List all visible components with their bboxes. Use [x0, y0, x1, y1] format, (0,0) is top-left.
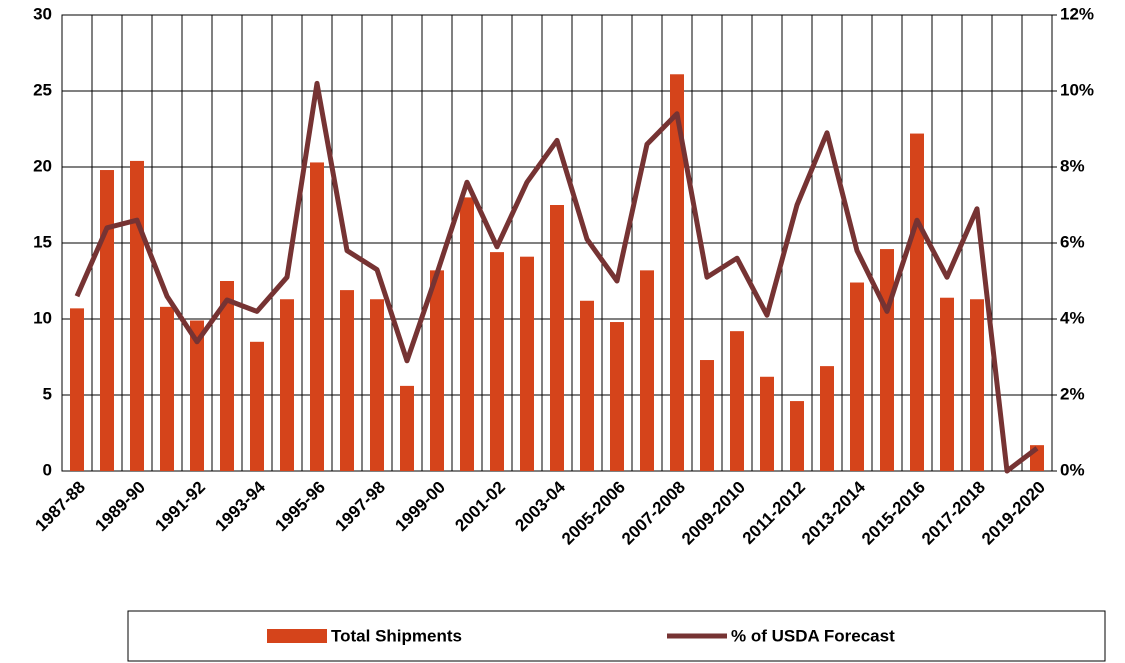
y-tick-label: 0	[43, 460, 52, 479]
y-tick-label: 20	[33, 156, 52, 175]
bar	[190, 320, 204, 471]
bar	[670, 74, 684, 471]
bar	[850, 282, 864, 471]
y2-tick-label: 6%	[1060, 232, 1085, 251]
bar	[100, 170, 114, 472]
bar	[970, 299, 984, 471]
x-tick-label: 1999-00	[391, 478, 449, 536]
y-tick-label: 10	[33, 308, 52, 327]
x-tick-label: 2005-2006	[558, 478, 629, 549]
x-tick-label: 2015-2016	[858, 478, 929, 549]
y-tick-label: 5	[43, 384, 52, 403]
y-tick-label: 25	[33, 80, 52, 99]
bar	[820, 366, 834, 471]
bar	[160, 306, 174, 471]
y2-tick-label: 0%	[1060, 460, 1085, 479]
bar	[430, 270, 444, 471]
x-tick-label: 2011-2012	[739, 478, 809, 548]
bar	[400, 385, 414, 471]
x-tick-label: 2013-2014	[798, 477, 869, 548]
bar	[730, 331, 744, 471]
x-tick-label: 2009-2010	[678, 478, 749, 549]
x-tick-label: 1989-90	[91, 478, 149, 536]
x-tick-label: 1987-88	[31, 478, 89, 536]
x-tick-label: 1993-94	[211, 477, 269, 535]
y-tick-label: 30	[33, 4, 52, 23]
x-tick-label: 1997-98	[331, 478, 389, 536]
bar	[580, 300, 594, 471]
bar	[760, 376, 774, 471]
bar	[790, 401, 804, 471]
line	[74, 80, 1039, 474]
bar	[370, 299, 384, 471]
x-tick-label: 2019-2020	[978, 478, 1049, 549]
bar	[640, 270, 654, 471]
y2-tick-label: 12%	[1060, 4, 1094, 23]
bar	[70, 308, 84, 471]
y2-tick-label: 8%	[1060, 156, 1085, 175]
bar	[250, 341, 264, 471]
x-tick-label: 2003-04	[511, 477, 569, 535]
legend-label: Total Shipments	[331, 626, 462, 645]
bar	[310, 162, 324, 471]
bar	[700, 360, 714, 471]
bar	[460, 197, 474, 471]
x-tick-label: 1995-96	[271, 478, 329, 536]
bar	[280, 299, 294, 471]
y2-tick-label: 4%	[1060, 308, 1085, 327]
y-tick-label: 15	[33, 232, 52, 251]
x-tick-label: 2007-2008	[618, 478, 689, 549]
bar	[220, 281, 234, 471]
bar	[550, 205, 564, 471]
x-tick-label: 2017-2018	[918, 478, 989, 549]
y2-tick-label: 2%	[1060, 384, 1085, 403]
bar	[490, 252, 504, 471]
legend-swatch	[267, 629, 327, 643]
bar	[520, 256, 534, 471]
bar	[610, 322, 624, 471]
x-tick-label: 1991-92	[151, 478, 209, 536]
legend-label: % of USDA Forecast	[731, 626, 895, 645]
bar	[940, 297, 954, 471]
bar	[880, 249, 894, 471]
bar	[910, 133, 924, 471]
y2-tick-label: 10%	[1060, 80, 1094, 99]
x-tick-label: 2001-02	[451, 478, 509, 536]
bar	[130, 160, 144, 472]
bar	[340, 290, 354, 471]
